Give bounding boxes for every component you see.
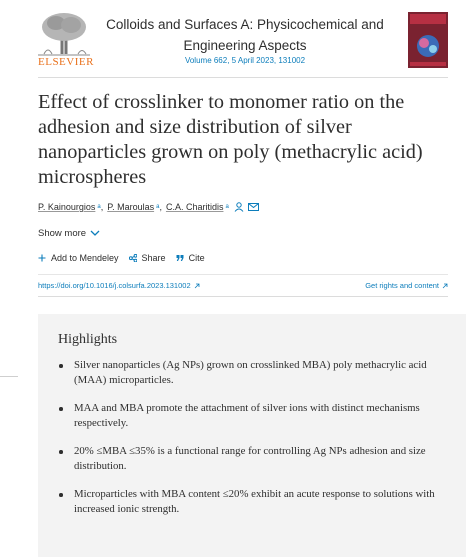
bullet: [59, 364, 63, 368]
action-icon: [128, 254, 137, 262]
highlights-heading: Highlights: [58, 332, 118, 347]
highlight-text: MAA and MBA promote the attachment of si…: [74, 402, 420, 429]
highlights-box: [38, 314, 466, 557]
action-icon: [176, 255, 184, 261]
doi-text[interactable]: https://doi.org/10.1016/j.colsurfa.2023.…: [38, 281, 191, 290]
highlights-list: Silver nanoparticles (Ag NPs) grown on c…: [58, 358, 443, 530]
author-name[interactable]: C.A. Charitidis: [165, 202, 224, 212]
highlight-item: 20% ≤MBA ≤35% is a functional range for …: [58, 444, 443, 474]
mail-icon: [247, 203, 259, 211]
journal-cover[interactable]: [408, 12, 448, 68]
publisher-logo: [38, 10, 90, 56]
external-icon: [194, 283, 200, 288]
divider: [38, 77, 448, 78]
action-label[interactable]: Cite: [188, 253, 205, 263]
rights-text[interactable]: Get rights and content: [365, 281, 439, 290]
doi-link[interactable]: https://doi.org/10.1016/j.colsurfa.2023.…: [38, 281, 200, 290]
bullet: [59, 407, 63, 411]
highlight-item: Silver nanoparticles (Ag NPs) grown on c…: [58, 358, 443, 388]
author-affiliation[interactable]: a: [97, 204, 101, 210]
author-separator: ,: [159, 202, 162, 212]
person-icon: [234, 202, 244, 212]
action-label[interactable]: Add to Mendeley: [51, 253, 119, 263]
journal-issue[interactable]: Volume 662, 5 April 2023, 131002: [184, 56, 306, 65]
divider: [38, 274, 448, 275]
external-icon: [442, 283, 448, 288]
highlight-text: Silver nanoparticles (Ag NPs) grown on c…: [74, 359, 427, 386]
show-more[interactable]: Show more: [38, 228, 100, 239]
action-icon: [38, 254, 46, 262]
journal-name[interactable]: Colloids and Surfaces A: Physicochemical…: [106, 17, 384, 53]
author-list: P. Kainourgios a, P. Maroulas a, C.A. Charit…: [38, 202, 259, 212]
author-affiliation[interactable]: a: [156, 204, 160, 210]
highlight-item: Microparticles with MBA content ≤20% exh…: [58, 487, 443, 517]
rights-link[interactable]: Get rights and content: [365, 281, 448, 290]
highlight-item: MAA and MBA promote the attachment of si…: [58, 401, 443, 431]
bullet: [59, 493, 63, 497]
article-title: Effect of crosslinker to monomer ratio o…: [38, 91, 423, 188]
action-button[interactable]: Cite: [176, 253, 205, 263]
action-button[interactable]: Add to Mendeley: [38, 253, 119, 263]
divider: [38, 296, 448, 297]
highlight-text: 20% ≤MBA ≤35% is a functional range for …: [74, 445, 426, 472]
highlight-text: Microparticles with MBA content ≤20% exh…: [74, 488, 435, 515]
action-button[interactable]: Share: [128, 253, 166, 263]
author-separator: ,: [100, 202, 104, 212]
action-bar: Add to Mendeley Share Cite: [38, 253, 205, 263]
show-more-label[interactable]: Show more: [38, 228, 87, 239]
action-label[interactable]: Share: [141, 253, 166, 263]
author-name[interactable]: P. Kainourgios: [38, 202, 96, 212]
author-name[interactable]: P. Maroulas: [107, 202, 155, 212]
publisher-name: ELSEVIER: [38, 56, 94, 68]
bullet: [59, 450, 63, 454]
sidebar-divider: [0, 376, 18, 377]
author-affiliation[interactable]: a: [225, 204, 229, 210]
chevron-icon: [90, 230, 100, 236]
